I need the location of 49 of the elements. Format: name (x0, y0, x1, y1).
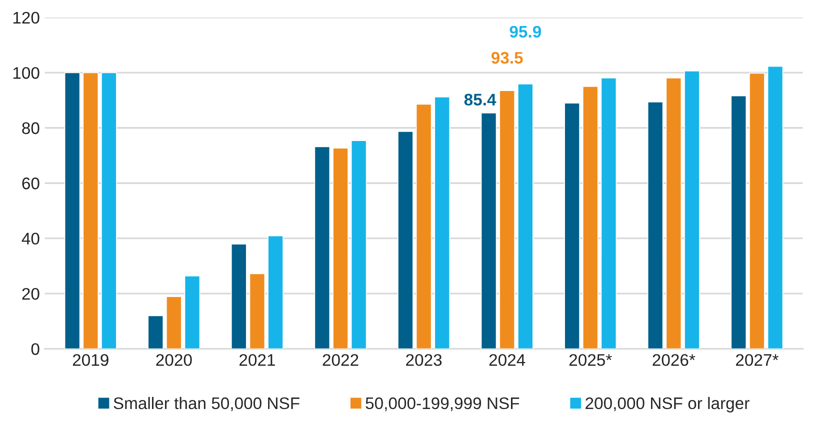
x-tick-label: 2022 (322, 354, 358, 366)
x-tick-label: 2026* (652, 354, 696, 366)
legend-label: Smaller than 50,000 NSF (114, 396, 300, 412)
bar (767, 66, 784, 349)
y-tick-label: 20 (22, 288, 40, 300)
bar (730, 95, 747, 349)
y-tick-label: 0 (31, 343, 40, 356)
bar (398, 131, 414, 349)
bar (332, 148, 348, 349)
bar (64, 72, 80, 349)
x-tick-label: 2021 (240, 354, 275, 366)
x-tick-label: 2027* (736, 354, 778, 366)
bar (268, 235, 284, 349)
y-tick-label: 40 (22, 232, 40, 245)
data-label: 95.9 (510, 26, 542, 38)
bar (416, 104, 432, 349)
bar (148, 315, 164, 349)
x-tick-label: 2020 (156, 354, 192, 366)
bar (600, 77, 617, 349)
bar (434, 96, 450, 349)
bar (166, 296, 182, 349)
y-tick-label: 120 (13, 12, 40, 24)
data-label: 93.5 (491, 52, 523, 64)
bar (499, 90, 516, 349)
legend-label: 200,000 NSF or larger (586, 396, 750, 412)
x-tick-label: 2024 (489, 354, 526, 366)
bar (184, 275, 200, 349)
data-label: 85.4 (464, 94, 496, 106)
bar (684, 70, 700, 349)
y-tick-label: 60 (22, 178, 40, 190)
legend-label: 50,000-199,999 NSF (366, 397, 520, 412)
y-tick-label: 80 (22, 122, 40, 134)
bar (101, 72, 117, 349)
bar (249, 273, 266, 349)
x-tick-label: 2019 (72, 354, 108, 366)
bar (350, 140, 367, 349)
bar (582, 86, 598, 349)
bar (314, 146, 330, 349)
bar (518, 84, 534, 349)
bar (666, 77, 682, 349)
x-tick-label: 2025* (569, 354, 612, 366)
x-tick-label: 2023 (406, 354, 442, 366)
bar (480, 112, 497, 349)
bar (564, 102, 580, 349)
bar (749, 72, 765, 349)
y-tick-label: 100 (13, 67, 40, 79)
bar (230, 244, 247, 349)
bar (82, 72, 99, 349)
bar (647, 102, 664, 349)
